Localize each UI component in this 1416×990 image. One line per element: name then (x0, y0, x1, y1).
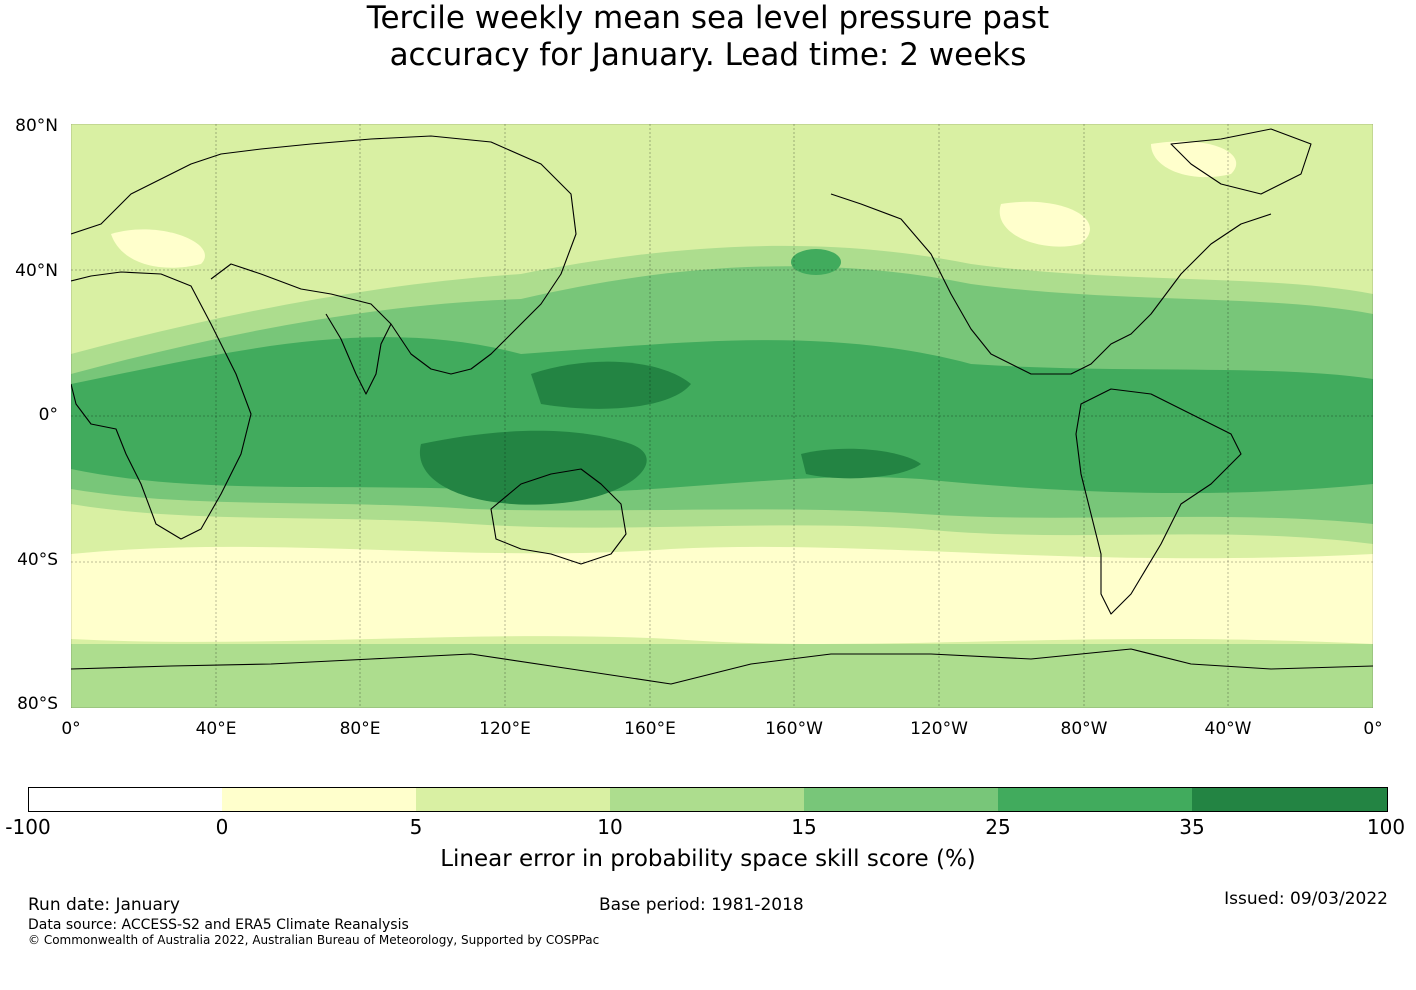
colorbar-tick-15: 15 (791, 815, 817, 839)
colorbar-segment-35-100 (1192, 787, 1388, 812)
west-pacific-core (531, 361, 691, 409)
colorbar-label: Linear error in probability space skill … (440, 846, 976, 872)
maritime-continent-core (419, 430, 647, 505)
title-line-2: accuracy for January. Lead time: 2 weeks (389, 37, 1027, 73)
title-line-1: Tercile weekly mean sea level pressure p… (366, 0, 1050, 36)
north-pacific-spot (791, 249, 841, 275)
data-source: Data source: ACCESS-S2 and ERA5 Climate … (28, 917, 409, 933)
lon-label-160e: 160°E (624, 719, 676, 739)
lon-label-40w: 40°W (1204, 719, 1252, 739)
chart-title: Tercile weekly mean sea level pressure p… (0, 0, 1416, 74)
lon-label-80w: 80°W (1060, 719, 1108, 739)
colorbar-tick-5: 5 (409, 815, 423, 839)
colorbar-segment-25-35 (998, 787, 1192, 812)
colorbar-segment-0-5 (222, 787, 416, 812)
antarctic-band (71, 644, 1373, 708)
run-date: Run date: January (28, 895, 180, 915)
lon-label-80e: 80°E (339, 719, 381, 739)
copyright: © Commonwealth of Australia 2022, Austra… (28, 933, 600, 947)
colorbar-frame (28, 787, 1388, 812)
colorbar-segment-10-15 (610, 787, 804, 812)
lat-label-40s: 40°S (17, 550, 58, 570)
base-period: Base period: 1981-2018 (599, 895, 804, 915)
east-pacific-core (801, 448, 921, 479)
north-africa-patch (111, 229, 205, 268)
colorbar-tick-100: 100 (1366, 815, 1406, 839)
colorbar-tick-25: 25 (985, 815, 1011, 839)
lon-label-0-east: 0° (1363, 719, 1383, 739)
colorbar (28, 787, 1388, 812)
skill-fields (71, 124, 1373, 708)
colorbar-segment-15-25 (804, 787, 998, 812)
colorbar-segment-neg100-0 (28, 787, 222, 812)
lon-label-120w: 120°W (910, 719, 968, 739)
colorbar-tick-10: 10 (597, 815, 623, 839)
gridlines (71, 124, 1373, 708)
lon-label-0-west: 0° (61, 719, 81, 739)
colorbar-tick-0: 0 (215, 815, 229, 839)
lat-label-80s: 80°S (17, 694, 58, 714)
issued-date: Issued: 09/03/2022 (1224, 889, 1388, 909)
lat-label-80n: 80°N (15, 116, 58, 136)
lon-label-40e: 40°E (195, 719, 237, 739)
coastlines (71, 128, 1373, 685)
southern-ocean-band (71, 546, 1373, 644)
lon-label-160w: 160°W (765, 719, 823, 739)
north-america-patch (999, 201, 1090, 247)
lon-label-120e: 120°E (479, 719, 531, 739)
colorbar-tick-neg100: -100 (5, 815, 51, 839)
colorbar-tick-35: 35 (1179, 815, 1205, 839)
lat-label-40n: 40°N (15, 261, 58, 281)
lat-label-0: 0° (38, 405, 58, 425)
colorbar-segment-5-10 (416, 787, 610, 812)
tropical-zone (71, 337, 1373, 494)
skill-score-map (71, 124, 1373, 708)
arctic-patch (1151, 141, 1237, 178)
